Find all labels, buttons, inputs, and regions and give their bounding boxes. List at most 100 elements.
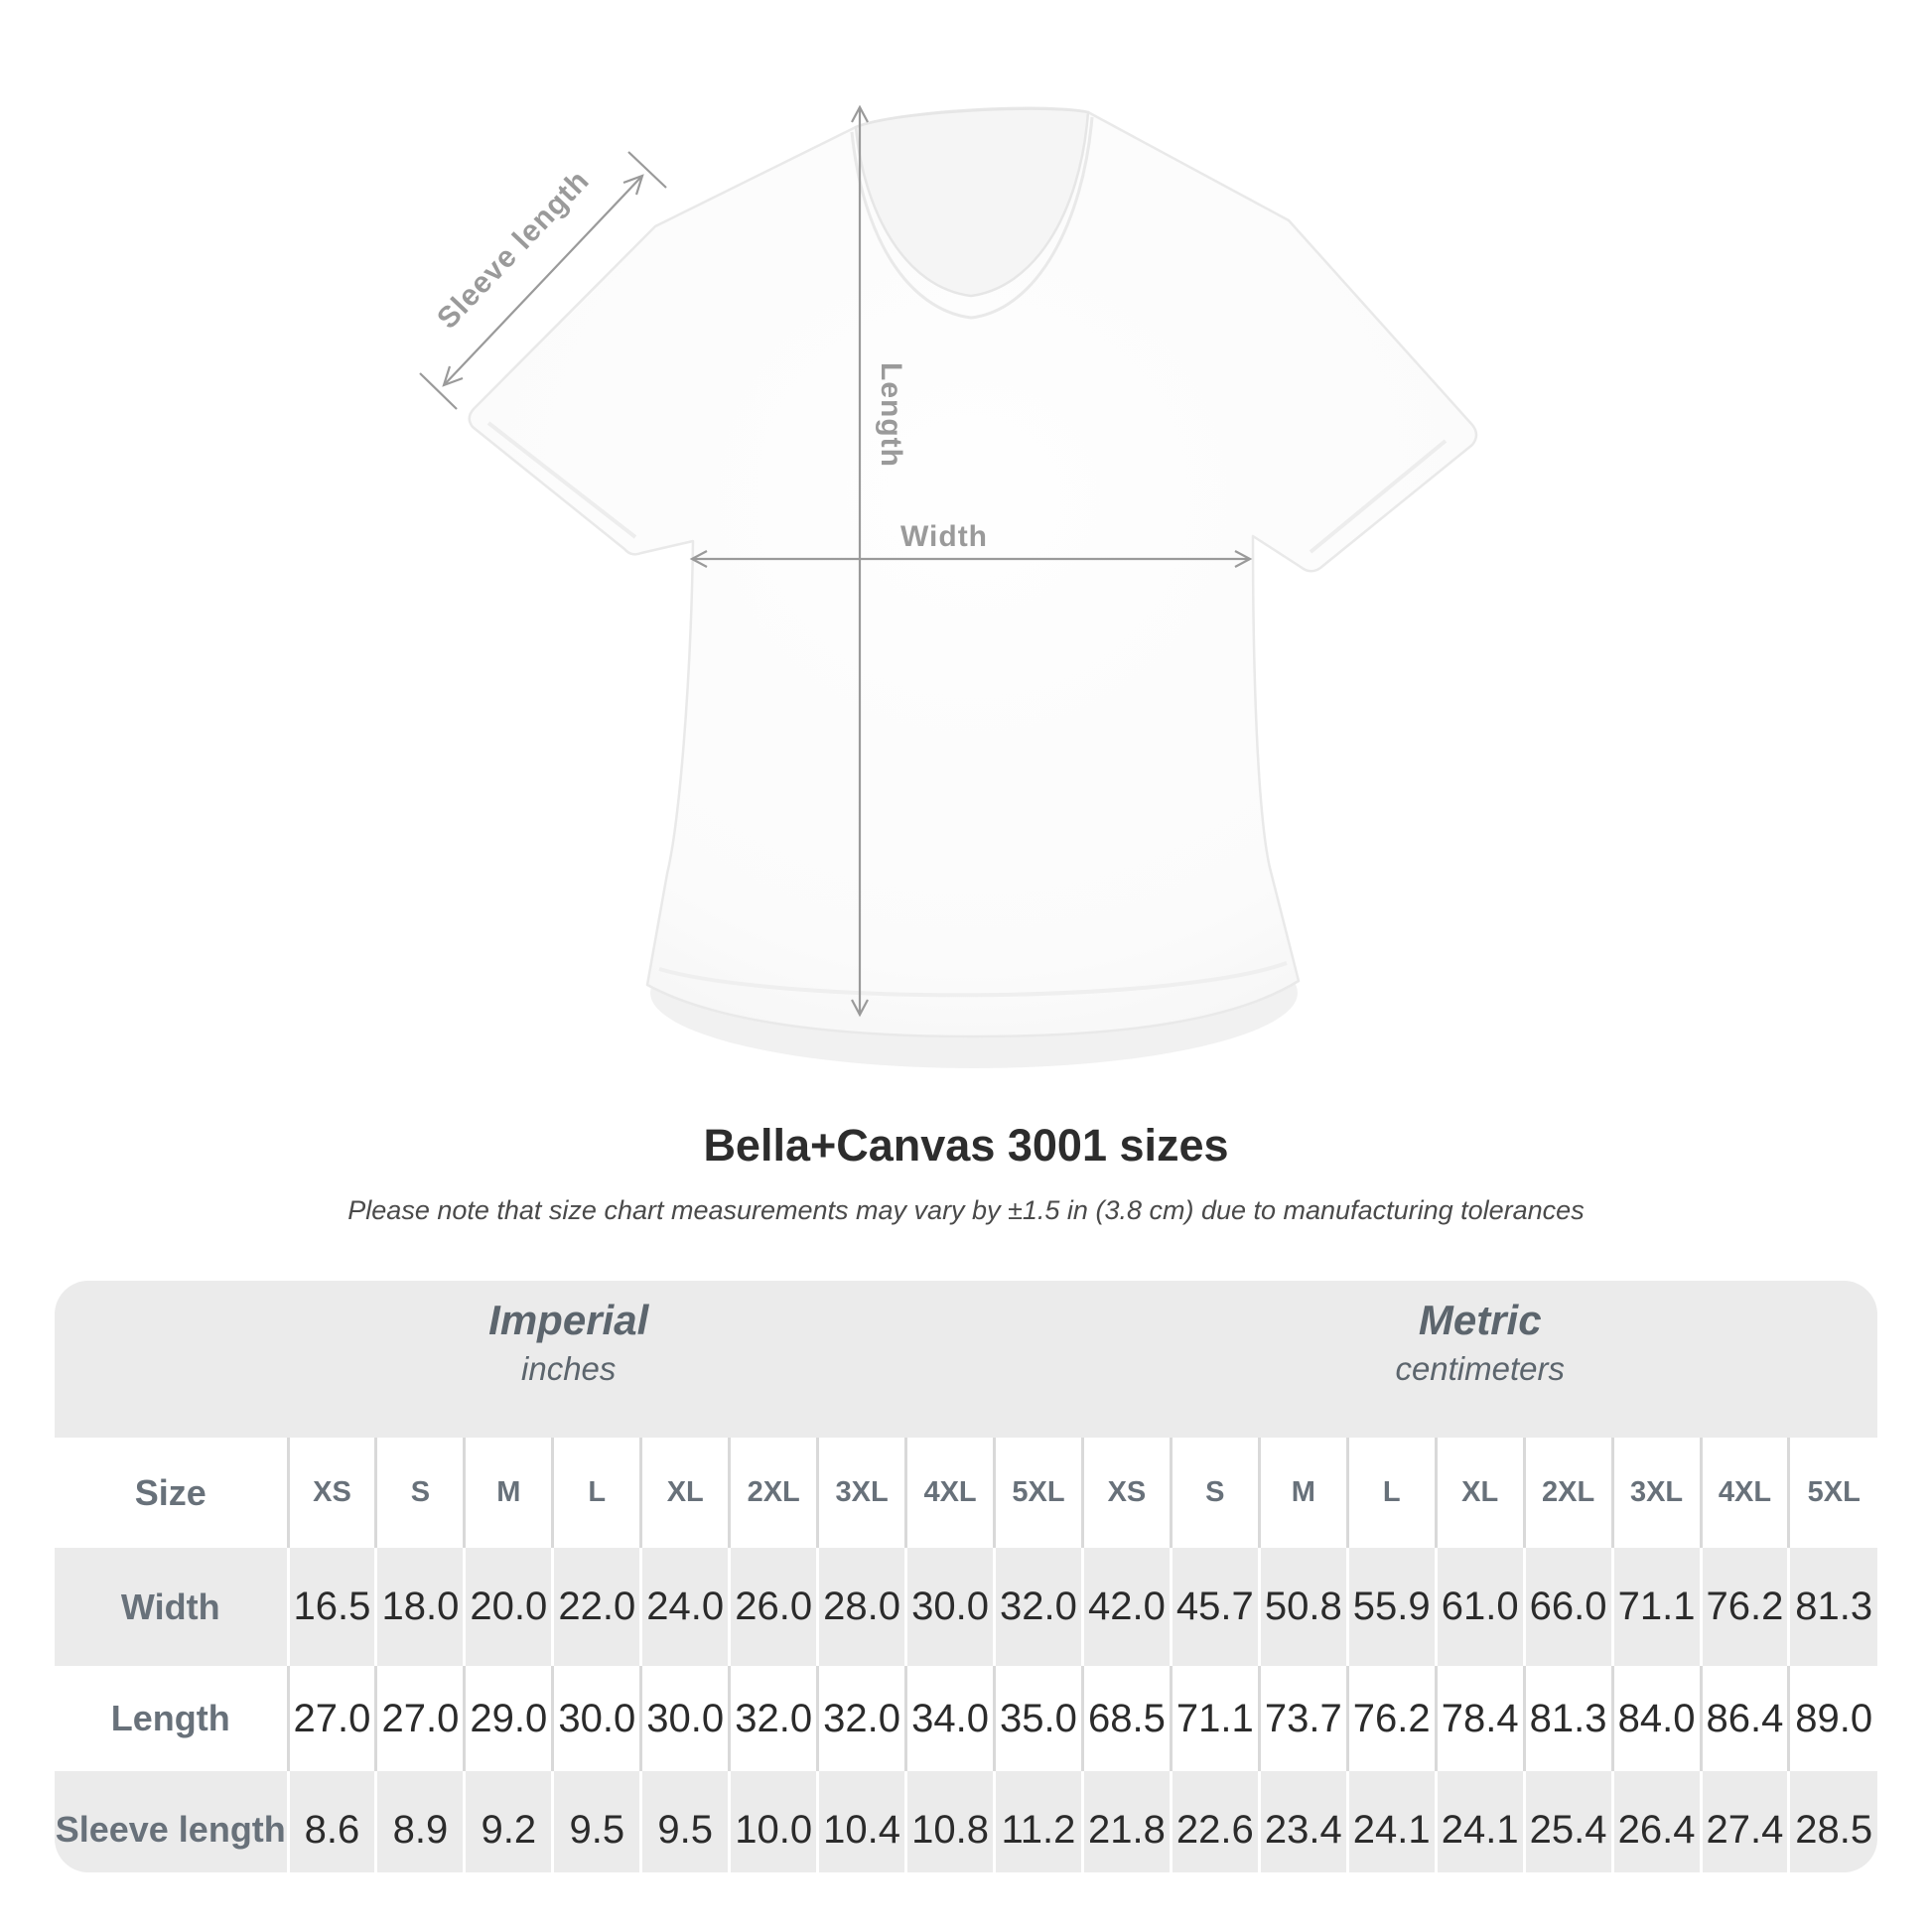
size-header-cell: XS <box>1080 1438 1172 1548</box>
metric-value-cell: 27.4 <box>1699 1771 1789 1872</box>
collar <box>854 107 1090 298</box>
size-table: Imperial inches Metric centimeters Size XS S M L… <box>55 1281 1877 1872</box>
measurement-label: Length <box>55 1666 288 1771</box>
size-header-cell: 4XL <box>1699 1438 1789 1548</box>
right-sleeve-seam <box>1309 439 1448 554</box>
metric-value-cell: 24.1 <box>1345 1771 1437 1872</box>
size-header-cell: 2XL <box>728 1438 818 1548</box>
imperial-value-cell: 29.0 <box>463 1666 553 1771</box>
size-header-cell: 3XL <box>816 1438 906 1548</box>
imperial-value-cell: 26.0 <box>728 1548 818 1666</box>
imperial-value-cell: 18.0 <box>374 1548 465 1666</box>
metric-value-cell: 25.4 <box>1522 1771 1613 1872</box>
imperial-value-cell: 16.5 <box>286 1548 376 1666</box>
imperial-value-cell: 32.0 <box>816 1666 906 1771</box>
metric-value-cell: 50.8 <box>1257 1548 1348 1666</box>
metric-value-cell: 28.5 <box>1787 1771 1877 1872</box>
measurement-row: Width 16.5 18.0 20.0 22.0 24.0 26.0 28.0 30.0 32.… <box>55 1548 1877 1666</box>
unit-group-sublabel: inches <box>521 1350 617 1387</box>
unit-group-row: Imperial inches Metric centimeters <box>55 1281 1877 1438</box>
page-title: Bella+Canvas 3001 sizes <box>703 1120 1229 1171</box>
size-header-cell: L <box>1345 1438 1437 1548</box>
measurement-label: Sleeve length <box>55 1771 288 1872</box>
unit-group-title: Metric <box>1418 1297 1542 1343</box>
metric-value-cell: 89.0 <box>1787 1666 1877 1771</box>
imperial-value-cell: 27.0 <box>286 1666 376 1771</box>
metric-value-cell: 61.0 <box>1434 1548 1525 1666</box>
bottom-hem-seam <box>658 961 1288 998</box>
size-table-container: Imperial inches Metric centimeters Size XS S M L… <box>55 1281 1877 1872</box>
width-label: Width <box>900 520 988 553</box>
metric-value-cell: 78.4 <box>1434 1666 1525 1771</box>
metric-value-cell: 71.1 <box>1610 1548 1701 1666</box>
imperial-value-cell: 22.0 <box>551 1548 641 1666</box>
imperial-value-cell: 34.0 <box>904 1666 995 1771</box>
imperial-value-cell: 30.0 <box>639 1666 730 1771</box>
imperial-value-cell: 10.8 <box>904 1771 995 1872</box>
metric-value-cell: 26.4 <box>1610 1771 1701 1872</box>
width-dimension-arrow <box>689 550 1253 568</box>
metric-value-cell: 86.4 <box>1699 1666 1789 1771</box>
metric-value-cell: 24.1 <box>1434 1771 1525 1872</box>
imperial-value-cell: 9.5 <box>551 1771 641 1872</box>
imperial-value-cell: 10.4 <box>816 1771 906 1872</box>
imperial-value-cell: 32.0 <box>728 1666 818 1771</box>
metric-value-cell: 73.7 <box>1257 1666 1348 1771</box>
size-header-cell: 2XL <box>1522 1438 1613 1548</box>
length-dimension-arrow <box>851 104 869 1018</box>
metric-value-cell: 76.2 <box>1699 1548 1789 1666</box>
metric-value-cell: 55.9 <box>1345 1548 1437 1666</box>
unit-group-header-cell: Metric centimeters <box>1082 1281 1877 1438</box>
size-header-cell: M <box>463 1438 553 1548</box>
imperial-value-cell: 30.0 <box>904 1548 995 1666</box>
collar-band <box>850 116 1094 320</box>
tolerance-note: Please note that size chart measurements… <box>347 1195 1585 1225</box>
size-header-cell: 4XL <box>904 1438 995 1548</box>
measurement-label: Width <box>55 1548 288 1666</box>
size-header-cell: S <box>1169 1438 1260 1548</box>
imperial-value-cell: 20.0 <box>463 1548 553 1666</box>
tshirt-body <box>468 106 1478 1038</box>
tshirt-illustration: Sleeve length Length Width <box>419 104 1478 1068</box>
size-header-cell: XS <box>286 1438 376 1548</box>
imperial-value-cell: 9.2 <box>463 1771 553 1872</box>
imperial-value-cell: 35.0 <box>993 1666 1083 1771</box>
imperial-value-cell: 32.0 <box>993 1548 1083 1666</box>
size-header-cell: XL <box>639 1438 730 1548</box>
imperial-value-cell: 8.6 <box>286 1771 376 1872</box>
tshirt-diagram: Sleeve length Length Width <box>419 104 1478 1068</box>
sleeve-length-dimension-arrow <box>419 151 667 410</box>
measurement-row: Sleeve length 8.6 8.9 9.2 9.5 9.5 10.0 10.4 10.8… <box>55 1771 1877 1872</box>
metric-value-cell: 81.3 <box>1787 1548 1877 1666</box>
size-header-row: Size XS S M L XL 2XL 3XL 4XL 5XL XS S M L XL 2XL 3XL 4XL 5… <box>55 1438 1877 1548</box>
size-header-cell: 3XL <box>1610 1438 1701 1548</box>
metric-value-cell: 22.6 <box>1169 1771 1260 1872</box>
imperial-value-cell: 28.0 <box>816 1548 906 1666</box>
size-header-cell: XL <box>1434 1438 1525 1548</box>
metric-value-cell: 21.8 <box>1080 1771 1172 1872</box>
imperial-value-cell: 30.0 <box>551 1666 641 1771</box>
metric-value-cell: 81.3 <box>1522 1666 1613 1771</box>
size-header-cell: M <box>1257 1438 1348 1548</box>
size-header-cell: 5XL <box>1787 1438 1877 1548</box>
imperial-value-cell: 24.0 <box>639 1548 730 1666</box>
imperial-value-cell: 27.0 <box>374 1666 465 1771</box>
size-header-cell: L <box>551 1438 641 1548</box>
metric-value-cell: 76.2 <box>1345 1666 1437 1771</box>
metric-value-cell: 68.5 <box>1080 1666 1172 1771</box>
size-column-header: Size <box>55 1438 288 1548</box>
size-header-cell: 5XL <box>993 1438 1083 1548</box>
imperial-value-cell: 10.0 <box>728 1771 818 1872</box>
metric-value-cell: 71.1 <box>1169 1666 1260 1771</box>
imperial-value-cell: 9.5 <box>639 1771 730 1872</box>
imperial-value-cell: 11.2 <box>993 1771 1083 1872</box>
size-header-cell: S <box>374 1438 465 1548</box>
left-sleeve-seam <box>486 421 637 539</box>
metric-value-cell: 42.0 <box>1080 1548 1172 1666</box>
unit-group-header-cell: Imperial inches <box>55 1281 1083 1438</box>
unit-group-title: Imperial <box>488 1297 649 1343</box>
length-label: Length <box>875 362 907 468</box>
measurement-row: Length 27.0 27.0 29.0 30.0 30.0 32.0 32.0 34.0 35… <box>55 1666 1877 1771</box>
imperial-value-cell: 8.9 <box>374 1771 465 1872</box>
